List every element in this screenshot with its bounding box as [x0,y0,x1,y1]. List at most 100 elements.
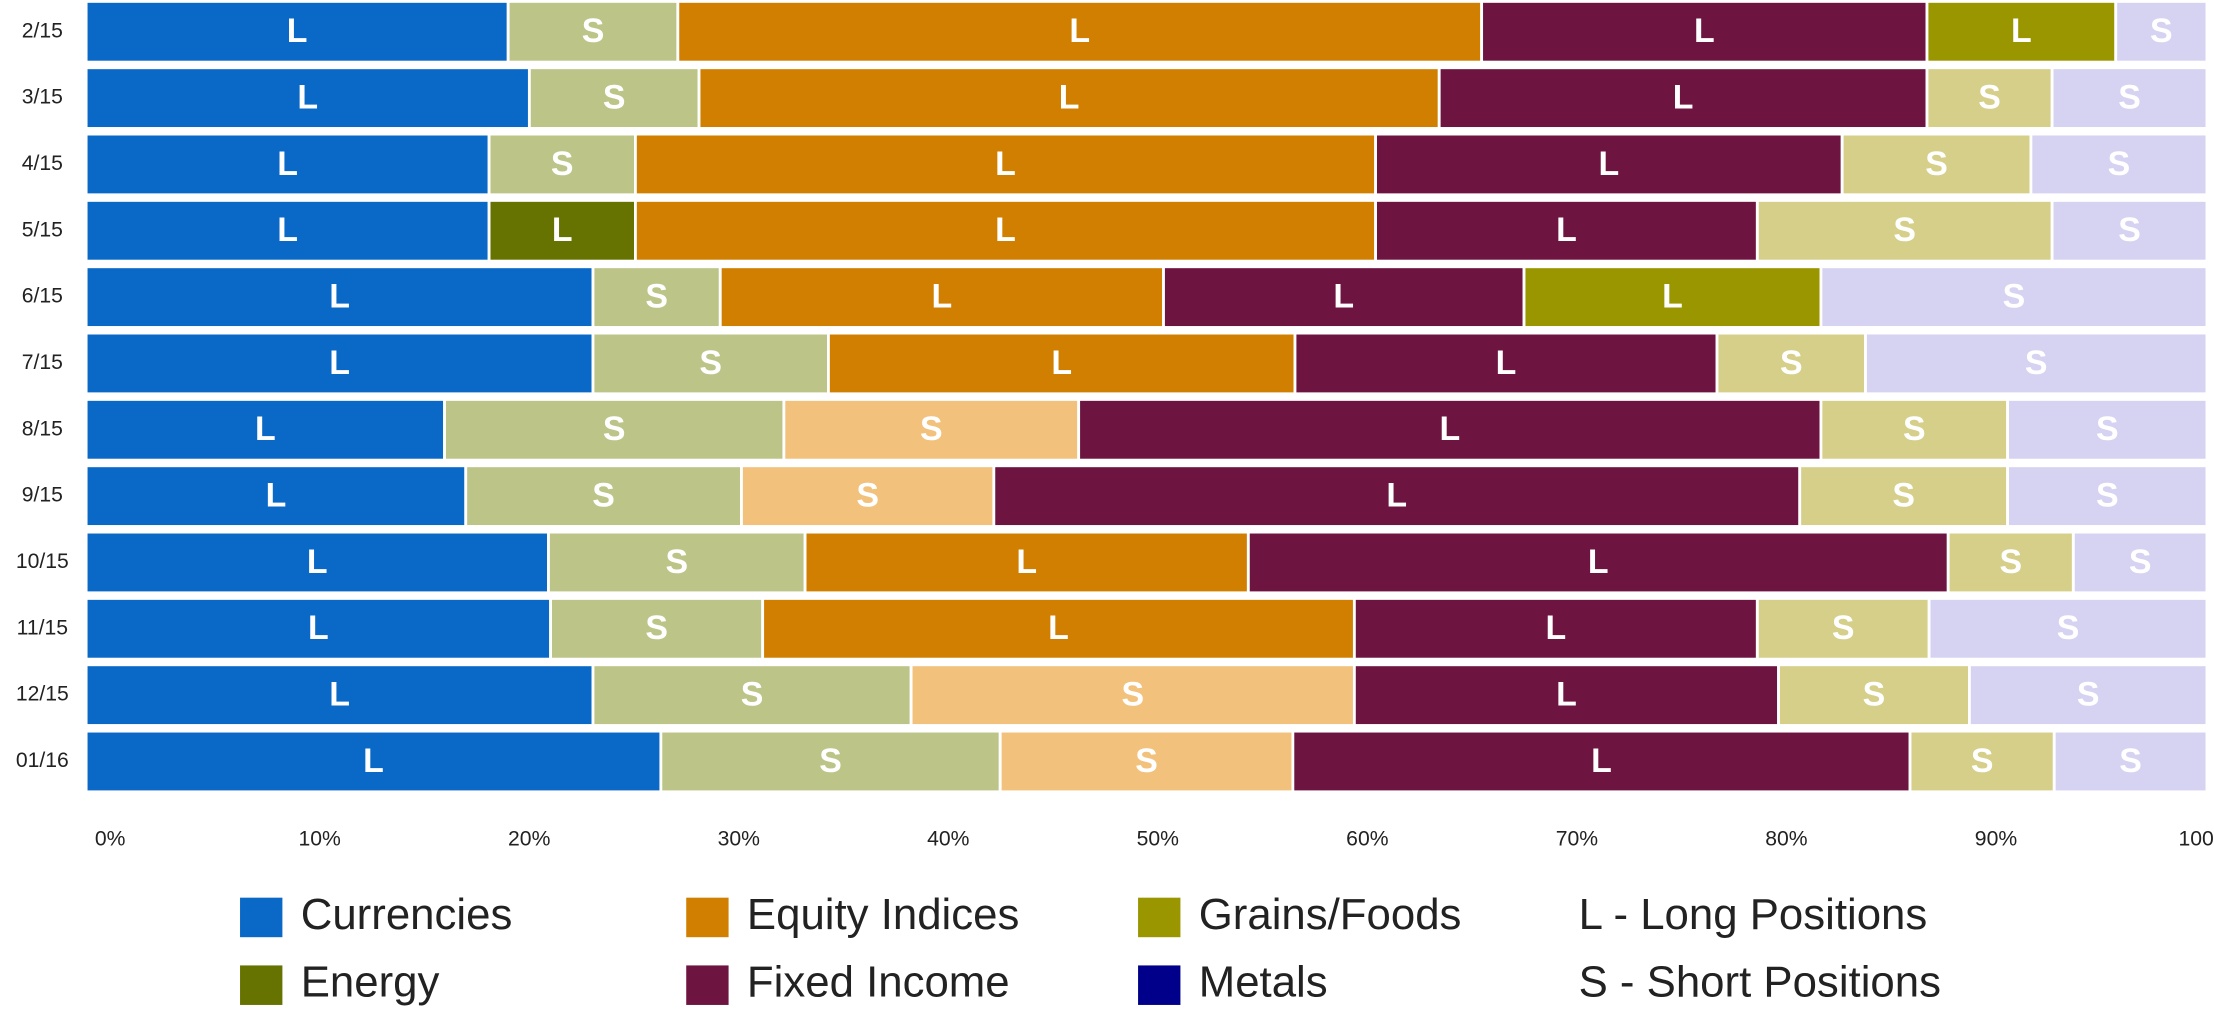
position-label: S [603,78,626,116]
bar-segment [2071,530,2209,595]
bar-segment [1162,265,1526,329]
x-tick-label: 40% [927,827,970,850]
bar-segment [84,0,510,64]
bar-segment [84,597,553,661]
position-label: S [2096,476,2119,514]
position-label: S [582,12,605,50]
legend-label: Currencies [301,890,513,939]
position-label: L [297,78,318,116]
position-label: S [856,476,879,514]
position-label: S [551,145,574,183]
legend-label: Metals [1199,958,1328,1007]
bar-segment [1293,331,1719,396]
bar-segment [487,199,637,263]
bar-segment [803,530,1250,595]
bar-segment [697,66,1441,130]
position-label: S [2025,344,2048,382]
y-tick-label: 5/15 [22,218,63,241]
bar-segment [1798,464,2009,528]
position-label: L [266,476,287,514]
bar-segment [1374,132,1844,197]
position-label: S [2150,12,2173,50]
bar-segment [740,464,996,528]
legend-swatch [1138,965,1181,1005]
x-tick-label: 0% [95,827,126,850]
bar-segment [1522,265,1823,329]
bar-segment [84,729,663,794]
position-label: L [1051,344,1072,382]
position-label: S [2096,410,2119,448]
x-tick-label: 10% [298,827,341,850]
legend-note: L - Long Positions [1579,890,1928,939]
position-label: S [1893,211,1916,249]
bar-segment [487,132,637,197]
position-label: L [995,145,1016,183]
position-label: L [1588,543,1609,581]
position-label: L [308,609,329,647]
y-tick-label: 12/15 [16,683,69,706]
x-tick-label: 20% [508,827,551,850]
position-label: L [277,145,298,183]
legend-label: Grains/Foods [1199,890,1462,939]
position-label: L [2011,12,2032,50]
y-tick-label: 11/15 [17,616,68,639]
bar-segment [1755,597,1931,661]
bar-segment [84,66,531,130]
bar-segment [761,597,1356,661]
legend-label: Equity Indices [747,890,1019,939]
position-label: S [1971,742,1994,780]
position-label: L [995,211,1016,249]
bar-segment [1967,663,2209,727]
position-label: L [1545,609,1566,647]
position-label: S [741,676,764,714]
position-label: S [1863,676,1886,714]
position-label: S [2118,211,2141,249]
position-label: L [287,12,308,50]
position-label: L [1386,476,1407,514]
position-label: S [2118,78,2141,116]
position-label: S [699,344,722,382]
bar-segment [84,331,595,396]
position-label: S [665,543,688,581]
position-label: L [1662,277,1683,315]
y-tick-label: 2/15 [22,19,63,42]
bar-segment [2050,66,2209,130]
y-tick-label: 7/15 [22,351,63,374]
x-tick-label: 90% [1975,827,2018,850]
legend-swatch [240,897,283,938]
position-label: L [1556,676,1577,714]
position-label: S [1135,742,1158,780]
bar-segment [718,265,1165,329]
position-label: S [645,277,668,315]
bar-segment [1927,597,2209,661]
bar-segment [549,597,765,661]
position-label: L [932,277,953,315]
legend-note: S - Short Positions [1579,958,1941,1007]
bar-segment [2052,729,2209,794]
position-label: S [1999,543,2022,581]
position-label: L [1333,277,1354,315]
position-label: S [2108,145,2131,183]
position-label: S [2129,543,2152,581]
bar-segment [2050,199,2209,263]
y-tick-label: 4/15 [22,152,63,175]
position-label: L [1496,344,1517,382]
position-label: S [819,742,842,780]
position-label: S [920,410,943,448]
position-label: S [1780,344,1803,382]
bar-segment [1077,398,1823,462]
legend-swatch [1138,897,1181,938]
bar-segment [1819,398,2009,462]
position-label: L [255,410,276,448]
position-label: S [592,476,615,514]
legend-swatch [240,965,283,1005]
position-label: S [1121,676,1144,714]
position-label: L [1599,145,1620,183]
position-label: S [2077,676,2100,714]
position-label: L [1059,78,1080,116]
position-label: L [277,211,298,249]
x-tick-label: 60% [1346,827,1389,850]
bar-segment [998,729,1295,794]
x-tick-label: 50% [1137,827,1180,850]
